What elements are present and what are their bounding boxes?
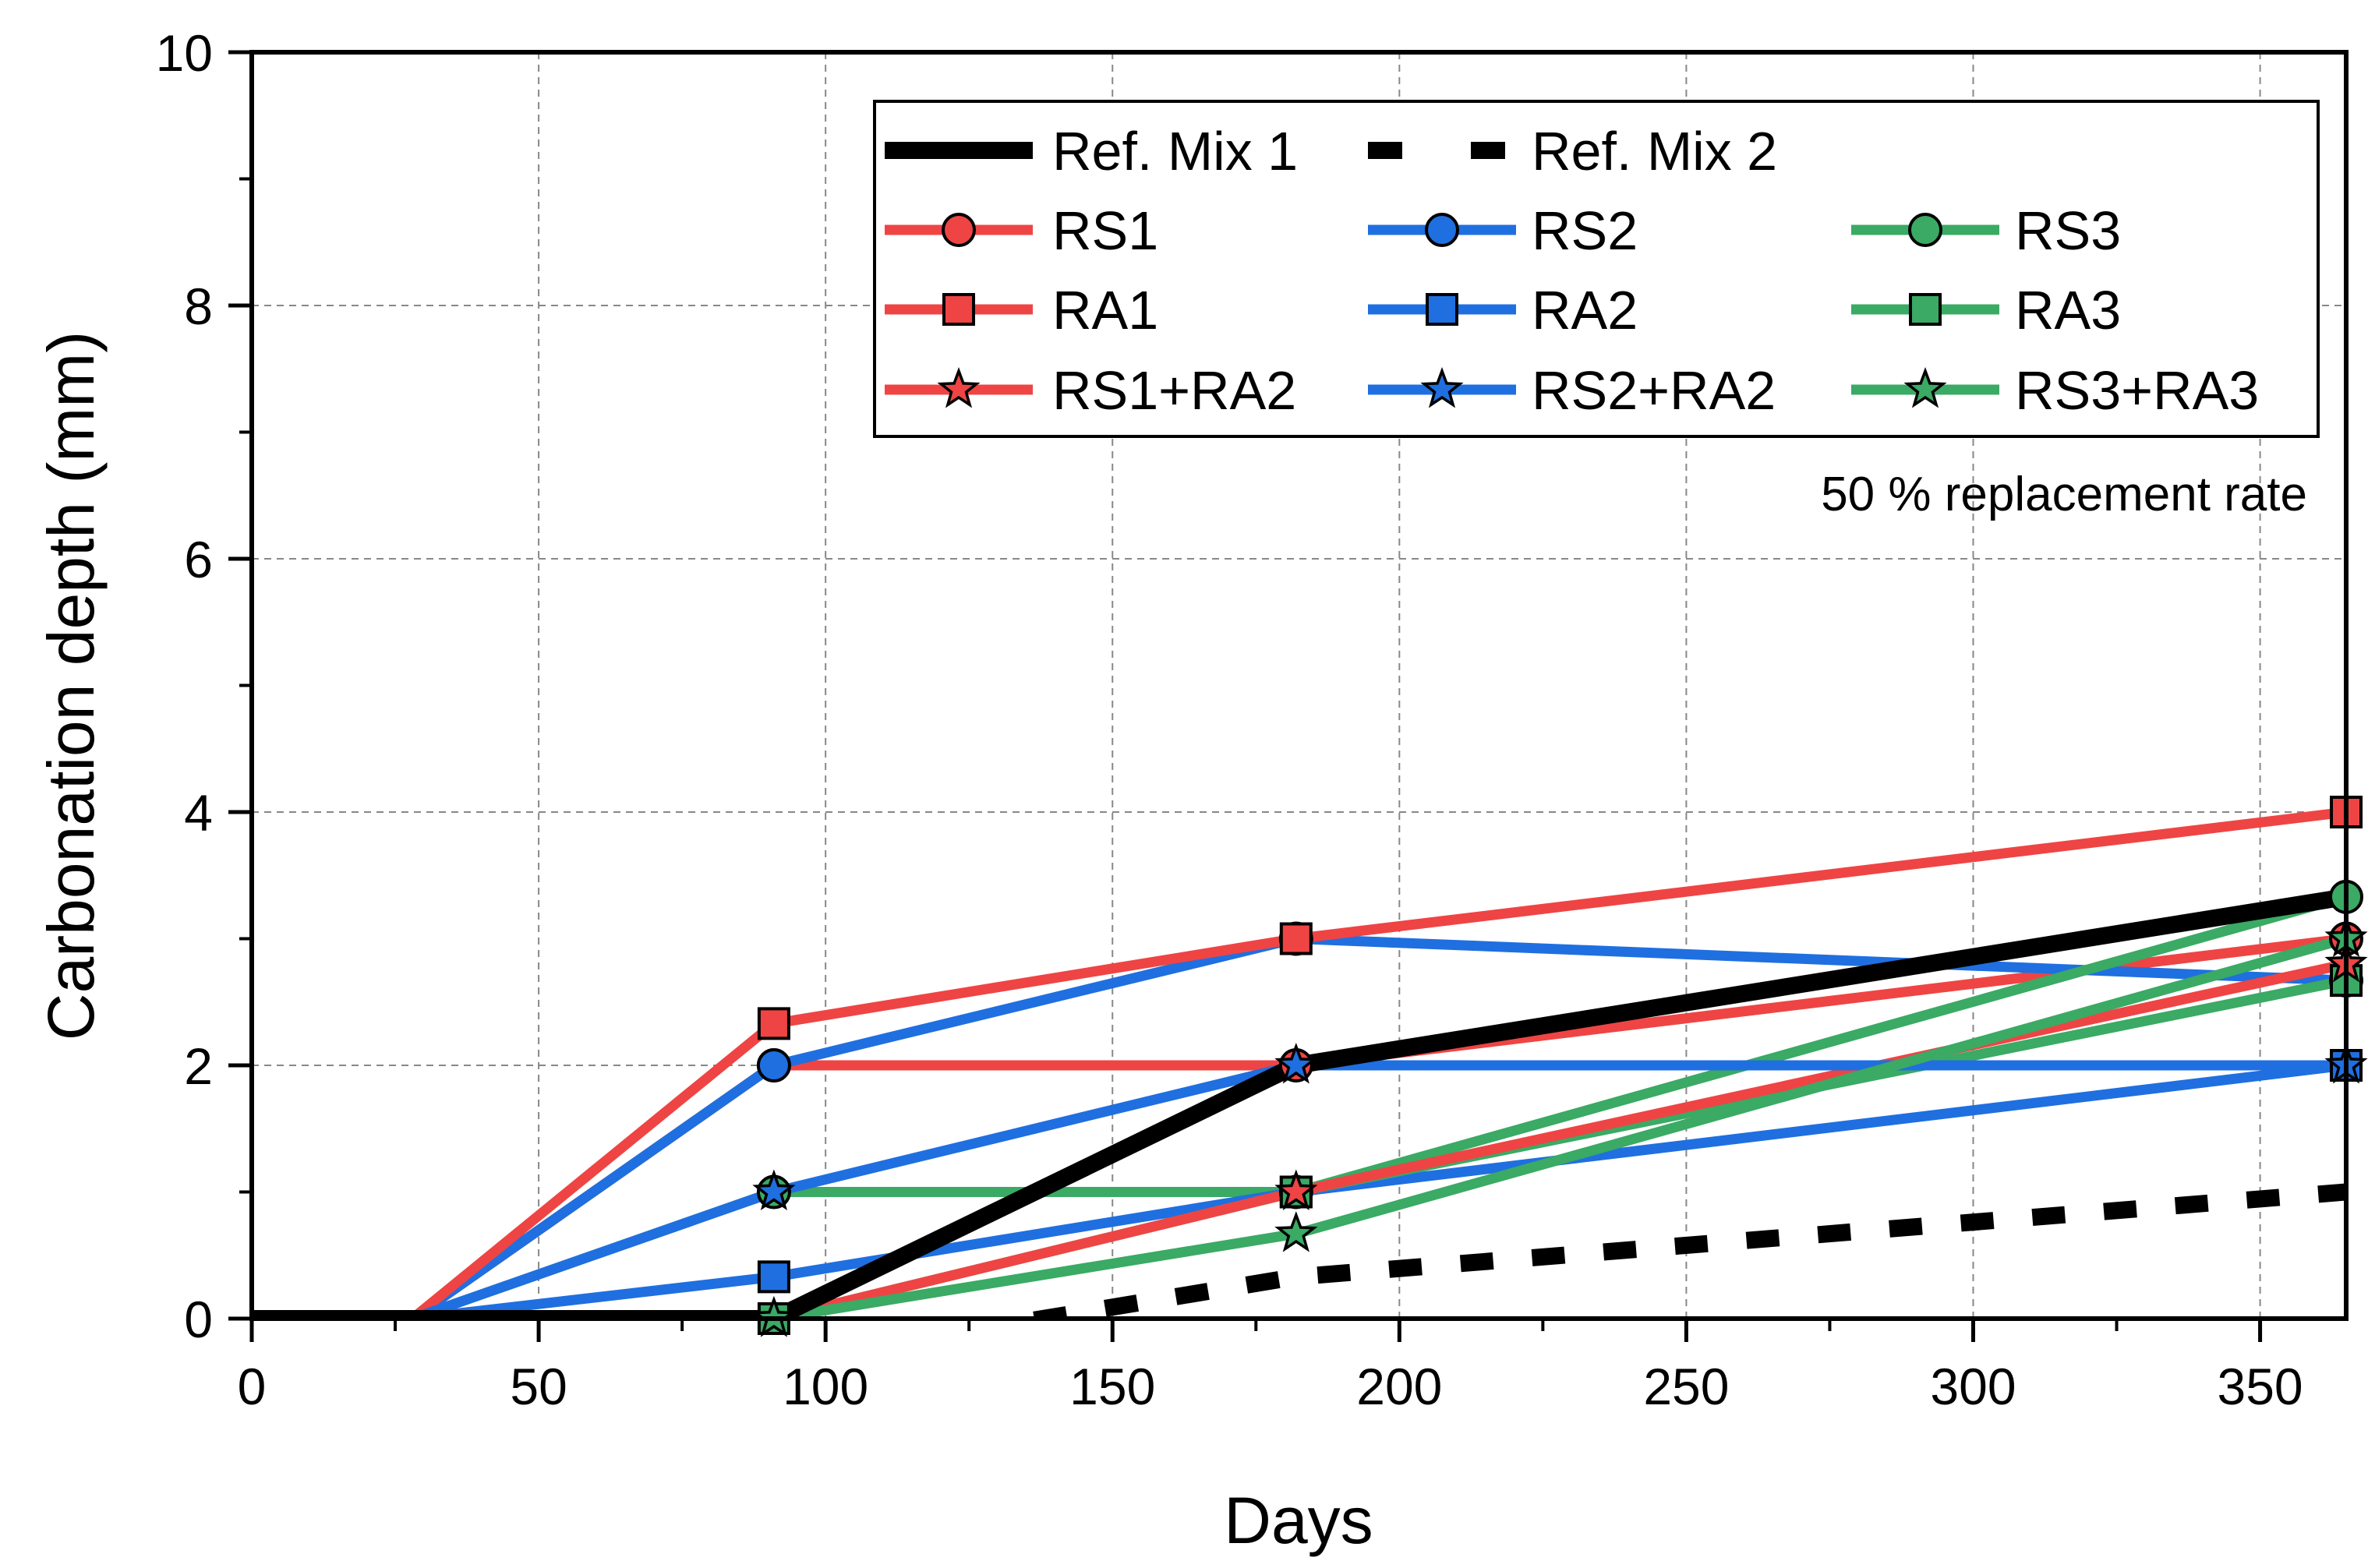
x-tick-label: 150: [1069, 1358, 1155, 1415]
legend-marker-ra3: [1909, 293, 1942, 326]
legend-label-rs1-ra2: RS1+RA2: [1052, 360, 1296, 421]
data-point-rs2-ra2: [1274, 1042, 1318, 1084]
series-line-ref-mix-1: [252, 888, 2346, 1319]
legend-label-ref-mix-1: Ref. Mix 1: [1052, 121, 1298, 182]
data-point-rs3-ra3: [1274, 1211, 1318, 1252]
legend-label-rs2-ra2: RS2+RA2: [1532, 360, 1776, 421]
legend: Ref. Mix 1 Ref. Mix 2 RS1 RS2 RS3 RA1 RA2 RA3 RS…: [873, 100, 2320, 438]
x-tick-label: 250: [1643, 1358, 1729, 1415]
x-tick-label: 50: [510, 1358, 567, 1415]
data-point-ra1: [1279, 922, 1313, 955]
legend-marker-ra2: [1426, 293, 1458, 326]
y-axis-title: Carbonation depth (mm): [34, 331, 108, 1040]
x-tick-label: 200: [1356, 1358, 1442, 1415]
x-tick-label: 100: [783, 1358, 868, 1415]
legend-marker-rs1: [942, 213, 976, 247]
series-line-rs3-ra3: [252, 934, 2346, 1319]
legend-marker-rs3-ra3: [1903, 366, 1947, 408]
legend-label-ref-mix-2: Ref. Mix 2: [1532, 121, 1777, 182]
legend-marker-rs2-ra2: [1420, 366, 1464, 408]
legend-label-rs1: RS1: [1052, 200, 1158, 261]
series-line-ref-mix-2: [252, 1183, 2346, 1319]
data-point-rs1-ra2: [1274, 1169, 1318, 1210]
data-point-ra1: [757, 1007, 790, 1040]
y-tick-label: 8: [184, 277, 213, 335]
legend-label-ra2: RA2: [1532, 280, 1638, 341]
x-axis-title: Days: [1224, 1484, 1373, 1557]
y-tick-label: 10: [156, 24, 213, 82]
y-tick-label: 0: [184, 1291, 213, 1348]
y-tick-label: 2: [184, 1037, 213, 1095]
replacement-rate-annotation: 50 % replacement rate: [1821, 468, 2307, 521]
data-point-ra2: [757, 1260, 790, 1294]
legend-box: [873, 100, 2320, 438]
legend-marker-ra1: [942, 293, 975, 326]
x-tick-label: 0: [238, 1358, 267, 1415]
x-tick-label: 300: [1930, 1358, 2016, 1415]
data-point-rs2: [756, 1048, 791, 1082]
y-tick-label: 4: [184, 784, 213, 842]
y-tick-label: 6: [184, 531, 213, 588]
axes: 0 50 100 150 200 250 300 350 0 2 4 6 8 10: [156, 24, 2303, 1415]
legend-label-ra3: RA3: [2015, 280, 2121, 341]
legend-label-rs3-ra3: RS3+RA3: [2015, 360, 2259, 421]
legend-marker-rs2: [1425, 213, 1459, 247]
legend-label-rs2: RS2: [1532, 200, 1638, 261]
legend-marker-rs3: [1908, 213, 1942, 247]
legend-label-rs3: RS3: [2015, 200, 2121, 261]
legend-label-ra1: RA1: [1052, 280, 1158, 341]
legend-marker-rs1-ra2: [937, 366, 981, 408]
series-line-ra3: [252, 975, 2346, 1319]
data-point-rs2-ra2: [752, 1169, 796, 1210]
x-tick-label: 350: [2218, 1358, 2303, 1415]
series-line-rs1-ra2: [252, 959, 2346, 1319]
series-layer: [252, 807, 2346, 1319]
